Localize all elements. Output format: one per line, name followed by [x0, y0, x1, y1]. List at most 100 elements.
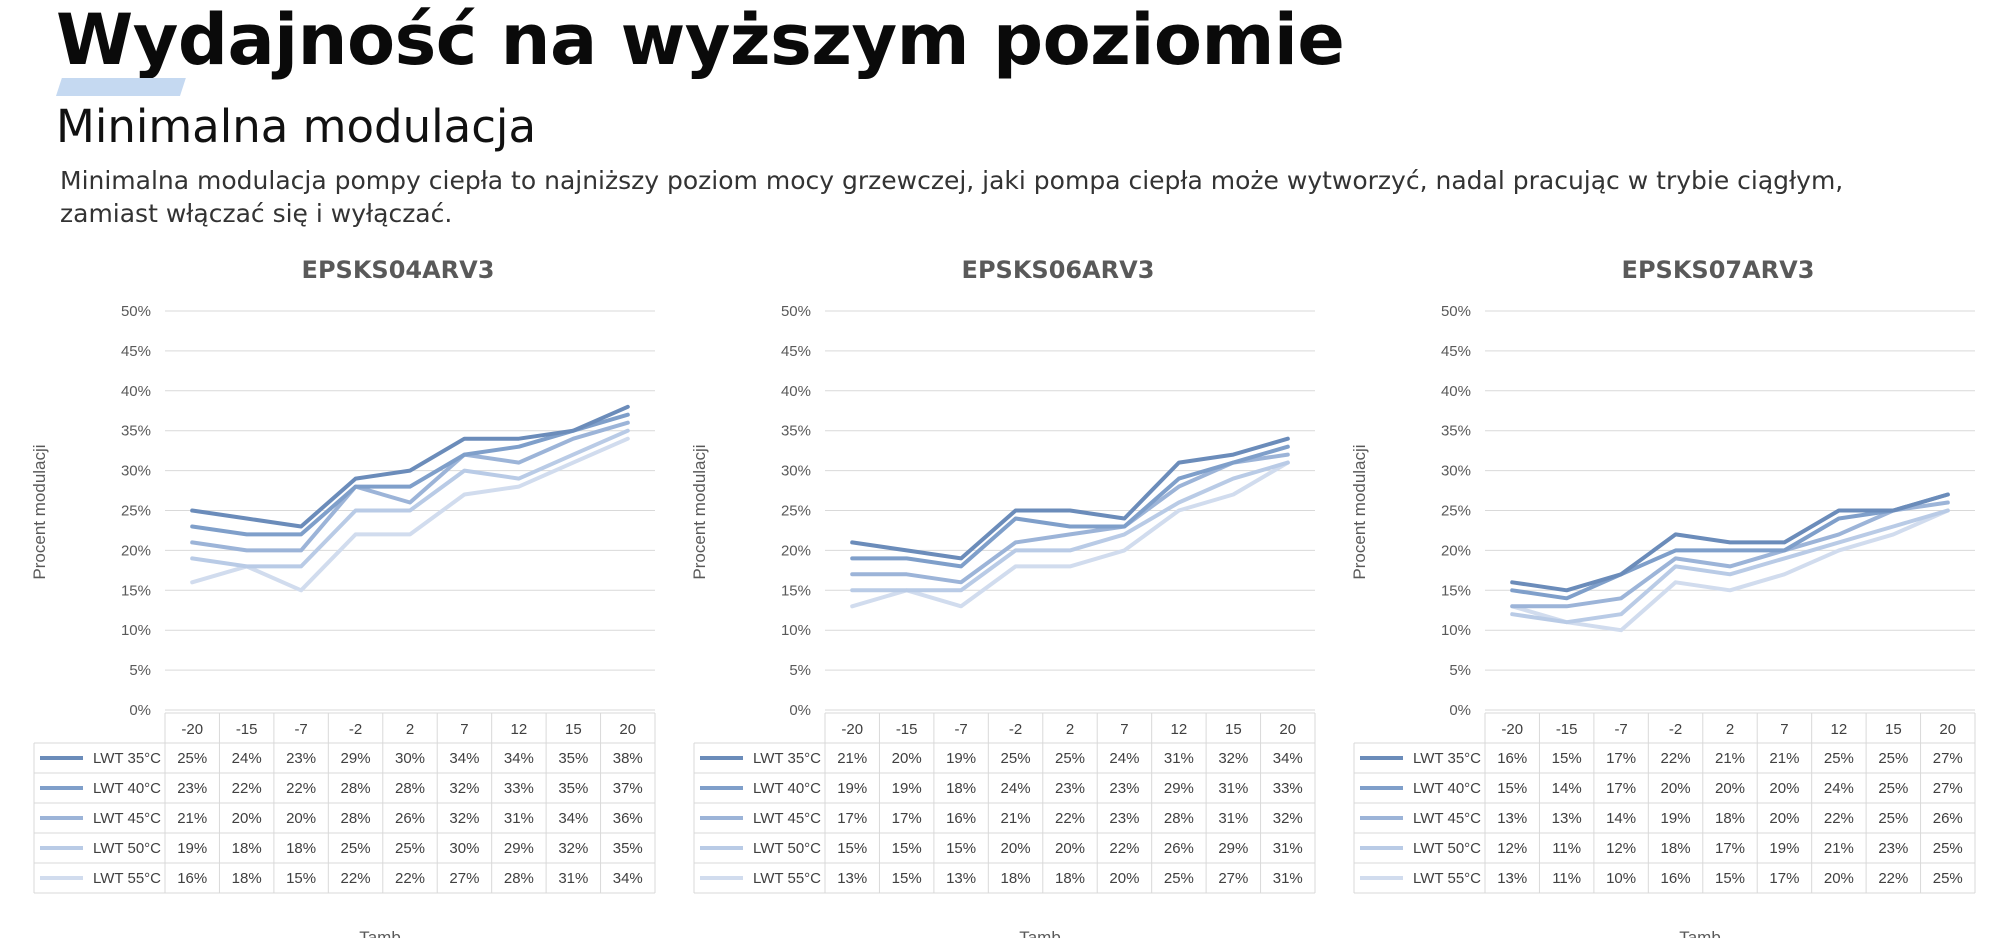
y-tick-label: 20% [121, 542, 151, 559]
data-label: 13% [1497, 870, 1527, 887]
data-label: 13% [1497, 810, 1527, 827]
x-tick-label: 12 [1171, 721, 1188, 738]
data-label: 20% [1661, 780, 1691, 797]
data-label: 20% [1055, 840, 1085, 857]
data-label: 21% [1001, 810, 1031, 827]
data-label: 15% [286, 870, 316, 887]
data-label: 25% [1164, 870, 1194, 887]
data-label: 35% [613, 840, 643, 857]
data-label: 20% [1824, 870, 1854, 887]
data-label: 15% [1497, 780, 1527, 797]
data-label: 12% [1606, 840, 1636, 857]
data-label: 27% [449, 870, 479, 887]
data-label: 31% [1164, 750, 1194, 767]
data-label: 34% [504, 750, 534, 767]
data-label: 21% [837, 750, 867, 767]
data-label: 26% [1164, 840, 1194, 857]
data-label: 23% [1109, 810, 1139, 827]
y-tick-label: 30% [121, 463, 151, 480]
y-tick-label: 20% [781, 542, 811, 559]
data-label: 15% [892, 840, 922, 857]
data-label: 15% [1715, 870, 1745, 887]
data-label: 31% [1218, 810, 1248, 827]
data-label: 19% [946, 750, 976, 767]
data-label: 23% [1878, 840, 1908, 857]
chart-svg: EPSKS04ARV3 0% 5% 10% 15% 20% 25% 30% 35% 40% 45% 5… [30, 256, 656, 938]
y-axis-label: Procent modulacji [1350, 444, 1369, 579]
series-name: LWT 40°C [93, 780, 161, 797]
data-label: 22% [1878, 870, 1908, 887]
data-label: 22% [341, 870, 371, 887]
y-tick-label: 25% [1441, 503, 1471, 520]
series-line-5 [1510, 508, 1950, 633]
data-label: 28% [341, 810, 371, 827]
data-label: 18% [1715, 810, 1745, 827]
y-tick-label: 35% [1441, 423, 1471, 440]
data-label: 33% [1273, 780, 1303, 797]
data-label: 17% [1715, 840, 1745, 857]
data-label: 25% [395, 840, 425, 857]
x-tick-label: 15 [1885, 721, 1902, 738]
data-label: 24% [1001, 780, 1031, 797]
data-label: 26% [395, 810, 425, 827]
y-tick-label: 30% [781, 463, 811, 480]
y-tick-label: 10% [121, 622, 151, 639]
data-label: 32% [1273, 810, 1303, 827]
y-tick-label: 50% [121, 303, 151, 320]
chart-title: EPSKS04ARV3 [302, 256, 495, 284]
x-tick-label: 2 [406, 721, 414, 738]
data-label: 25% [177, 750, 207, 767]
series-line-2 [190, 412, 630, 537]
x-axis-label: Tamb [1679, 928, 1721, 938]
data-label: 25% [1001, 750, 1031, 767]
data-label: 17% [1606, 750, 1636, 767]
data-label: 25% [341, 840, 371, 857]
y-tick-label: 0% [789, 702, 811, 719]
data-label: 17% [1606, 780, 1636, 797]
data-label: 14% [1606, 810, 1636, 827]
y-tick-label: 45% [1441, 343, 1471, 360]
y-tick-label: 30% [1441, 463, 1471, 480]
chart-title: EPSKS07ARV3 [1622, 256, 1815, 284]
data-label: 21% [1824, 840, 1854, 857]
data-label: 18% [1001, 870, 1031, 887]
x-tick-label: 7 [460, 721, 468, 738]
data-label: 11% [1552, 840, 1581, 857]
data-label: 18% [946, 780, 976, 797]
y-tick-label: 40% [121, 383, 151, 400]
data-label: 20% [1001, 840, 1031, 857]
data-label: 32% [449, 780, 479, 797]
x-tick-label: -20 [841, 721, 863, 738]
data-label: 20% [1715, 780, 1745, 797]
data-label: 18% [1055, 870, 1085, 887]
title-accent-bar [56, 78, 186, 96]
data-label: 31% [558, 870, 588, 887]
data-label: 22% [395, 870, 425, 887]
data-label: 15% [1552, 750, 1582, 767]
data-label: 31% [1218, 780, 1248, 797]
x-tick-label: 20 [1939, 721, 1956, 738]
data-label: 16% [1497, 750, 1527, 767]
data-label: 20% [892, 750, 922, 767]
data-label: 17% [837, 810, 867, 827]
data-label: 19% [177, 840, 207, 857]
x-tick-label: -15 [896, 721, 918, 738]
data-label: 19% [1769, 840, 1799, 857]
y-tick-label: 10% [1441, 622, 1471, 639]
data-label: 13% [1552, 810, 1582, 827]
data-label: 30% [449, 840, 479, 857]
data-label: 25% [1055, 750, 1085, 767]
y-tick-label: 15% [1441, 582, 1471, 599]
y-axis-label: Procent modulacji [30, 444, 49, 579]
y-tick-label: 15% [121, 582, 151, 599]
series-name: LWT 35°C [1413, 750, 1481, 767]
data-label: 28% [341, 780, 371, 797]
series-name: LWT 55°C [93, 870, 161, 887]
x-tick-label: 20 [1279, 721, 1296, 738]
series-line-3 [850, 452, 1290, 585]
series-line-2 [1510, 492, 1950, 601]
data-label: 31% [1273, 840, 1303, 857]
x-tick-label: 7 [1780, 721, 1788, 738]
y-tick-label: 5% [789, 662, 811, 679]
x-tick-label: -7 [954, 721, 967, 738]
